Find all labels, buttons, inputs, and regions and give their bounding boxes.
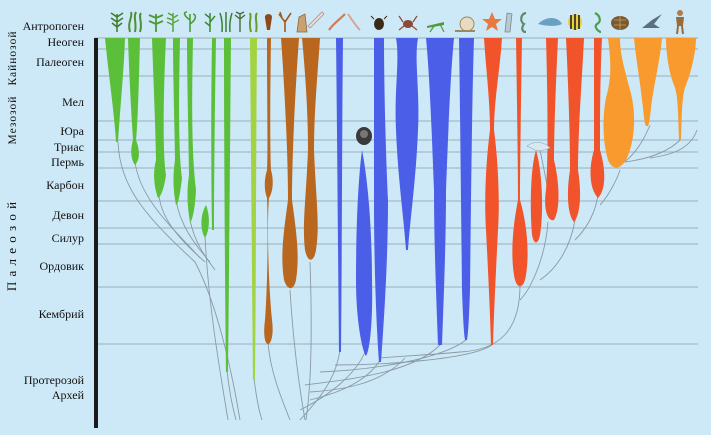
fern-icon: [148, 14, 164, 32]
snail-icon: [455, 16, 475, 32]
lineage-red-1: [484, 38, 502, 345]
mushroom-icon: [264, 14, 272, 30]
lizard-icon: [594, 12, 602, 34]
horsetail-icon: [234, 11, 246, 32]
lineage-orange-1: [603, 38, 635, 168]
jellyfish-icon: [328, 13, 346, 31]
lineage-green-1: [105, 38, 125, 142]
lineage-blue-6: [459, 38, 474, 340]
lineage-green-8: [224, 38, 231, 372]
period-label-kembrii: Кембрий: [39, 307, 85, 321]
fish-icon: [568, 14, 582, 30]
lineage-blue-4: [395, 38, 419, 250]
lineage-brown-3: [302, 38, 320, 260]
lineage-red-6: [590, 38, 605, 198]
blue-lineages: [336, 38, 474, 362]
dolphin-icon: [538, 18, 562, 26]
sea-cucumber-icon: [504, 12, 513, 33]
lineage-green-2: [128, 38, 140, 165]
lineage-orange-2: [634, 38, 662, 126]
organism-icons: [110, 10, 684, 35]
starfish-icon: [482, 12, 502, 31]
period-label-trias: Триас: [54, 140, 84, 154]
brown-lineages: [264, 38, 320, 344]
lineage-blue-2: [356, 150, 373, 356]
trilobite-marker: [356, 127, 372, 145]
sponge-icon: [296, 13, 308, 33]
seahorse-icon: [520, 11, 527, 34]
lineage-orange-3: [666, 38, 696, 140]
lineage-red-4: [545, 38, 559, 221]
human-icon: [676, 10, 684, 35]
time-axis-bar: [94, 38, 98, 428]
lineage-red-3: [530, 150, 543, 243]
grasshopper-icon: [427, 22, 445, 33]
lineage-brown-1: [264, 38, 273, 344]
lineage-red-5: [566, 38, 584, 222]
period-label-ordovik: Ордовик: [39, 259, 84, 273]
lineage-green-4: [173, 38, 182, 205]
lineage-lightgreen: [250, 38, 257, 380]
period-label-neogen: Неоген: [47, 35, 84, 49]
lineage-red-2: [512, 38, 528, 287]
moss-icon: [248, 12, 258, 33]
era-label-mezozoi: Мезозой: [7, 96, 19, 145]
period-label-antropogen: Антропоген: [23, 19, 85, 33]
lineage-brown-2: [281, 38, 299, 289]
coral-icon: [278, 11, 292, 32]
bird-icon: [642, 14, 662, 28]
lineage-blue-1: [336, 38, 343, 352]
algae-icon: [128, 11, 142, 33]
red-lineages: [484, 38, 605, 345]
leaf-icon: [166, 12, 180, 32]
lineage-green-6: [201, 205, 209, 238]
orange-lineages: [603, 38, 696, 168]
period-label-devon: Девон: [52, 208, 84, 222]
fern-icon: [110, 12, 124, 32]
plant-lineages: [105, 38, 231, 372]
period-label-paleogen: Палеоген: [36, 55, 85, 69]
period-label-arhei: Архей: [52, 388, 85, 402]
crab-icon: [398, 15, 418, 31]
period-label-proterozoi: Протерозой: [24, 373, 85, 387]
beetle-icon: [370, 15, 388, 30]
lineage-blue-5: [426, 38, 454, 345]
era-label-paleozoi: П а л е о з о й: [4, 201, 19, 291]
era-label-kainozoi: Кайнозой: [7, 30, 19, 85]
dolphin-marker: [526, 142, 551, 152]
period-label-karbon: Карбон: [46, 178, 84, 192]
trilobite-icon: [347, 13, 361, 31]
period-label-silur: Силур: [52, 231, 84, 245]
lineage-green-5: [187, 38, 196, 222]
sprout-icon: [183, 11, 197, 32]
lineage-blue-3: [374, 38, 388, 362]
period-label-mel: Мел: [62, 95, 84, 109]
turtle-icon: [611, 16, 629, 30]
period-label-yura: Юра: [60, 124, 84, 138]
grass-icon: [219, 12, 233, 33]
lineage-green-3: [152, 38, 166, 198]
worm-icon: [307, 11, 325, 29]
lineage-green-7: [211, 38, 216, 230]
branch-icon: [204, 13, 216, 32]
period-label-perm: Пермь: [51, 155, 84, 169]
